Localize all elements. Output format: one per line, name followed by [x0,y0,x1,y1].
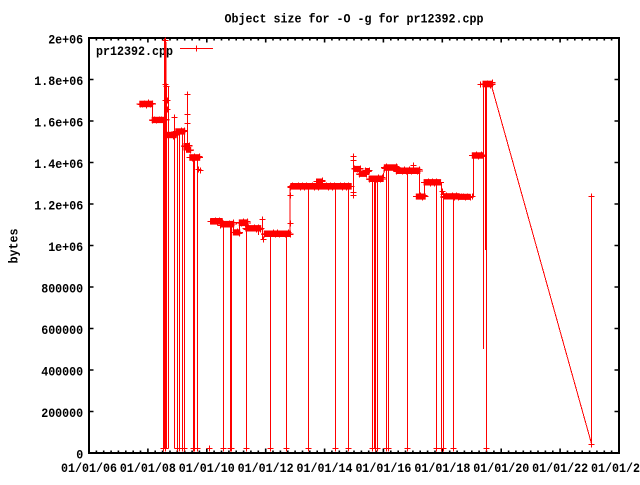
svg-text:1.2e+06: 1.2e+06 [34,198,83,213]
svg-text:600000: 600000 [41,323,83,338]
svg-text:200000: 200000 [41,406,83,421]
svg-text:01/01/18: 01/01/18 [414,461,470,476]
svg-text:400000: 400000 [41,364,83,379]
svg-text:0: 0 [76,447,83,462]
svg-text:01/01/12: 01/01/12 [238,461,294,476]
svg-text:pr12392.cpp: pr12392.cpp [96,44,173,59]
svg-text:800000: 800000 [41,281,83,296]
svg-text:bytes: bytes [7,228,22,263]
svg-text:1.8e+06: 1.8e+06 [34,74,83,89]
svg-text:01/01/06: 01/01/06 [61,461,117,476]
svg-text:2e+06: 2e+06 [48,32,83,47]
svg-text:01/01/14: 01/01/14 [297,461,353,476]
svg-text:01/01/08: 01/01/08 [120,461,176,476]
svg-text:01/01/20: 01/01/20 [473,461,529,476]
svg-text:01/01/10: 01/01/10 [179,461,235,476]
svg-text:Object size for -O -g for pr12: Object size for -O -g for pr12392.cpp [225,11,484,26]
svg-text:1e+06: 1e+06 [48,240,83,255]
svg-text:1.6e+06: 1.6e+06 [34,115,83,130]
svg-text:01/01/16: 01/01/16 [355,461,411,476]
svg-text:01/01/24: 01/01/24 [591,461,640,476]
svg-text:01/01/22: 01/01/22 [532,461,588,476]
svg-text:1.4e+06: 1.4e+06 [34,157,83,172]
